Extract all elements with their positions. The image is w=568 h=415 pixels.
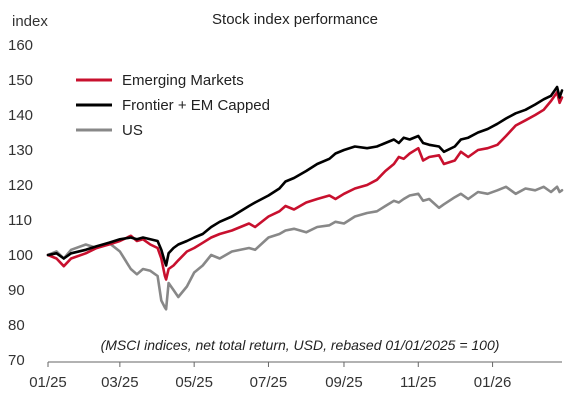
y-tick-label: 150 xyxy=(8,72,33,89)
y-axis-ticks: 70 80 90 100 110 120 130 140 150 160 xyxy=(8,37,33,369)
series-lines xyxy=(46,85,564,311)
x-tick-label: 01/25 xyxy=(29,374,67,391)
x-tick-label: 09/25 xyxy=(325,374,363,391)
legend-label-frontier-em-capped: Frontier + EM Capped xyxy=(122,97,270,114)
x-tick-label: 01/26 xyxy=(474,374,512,391)
y-tick-label: 160 xyxy=(8,37,33,54)
legend: Emerging Markets Frontier + EM Capped US xyxy=(76,72,270,139)
y-tick-label: 100 xyxy=(8,247,33,264)
x-tick-label: 07/25 xyxy=(250,374,288,391)
y-tick-label: 140 xyxy=(8,107,33,124)
y-tick-label: 70 xyxy=(8,352,25,369)
y-tick-label: 90 xyxy=(8,282,25,299)
x-tick-label: 11/25 xyxy=(400,374,436,391)
y-tick-label: 120 xyxy=(8,177,33,194)
legend-label-emerging-markets: Emerging Markets xyxy=(122,72,244,89)
series-line-emerging-markets xyxy=(46,91,564,281)
y-tick-label: 110 xyxy=(8,212,32,229)
chart-title: Stock index performance xyxy=(212,11,378,28)
y-tick-label: 130 xyxy=(8,142,33,159)
chart-annotation: (MSCI indices, net total return, USD, re… xyxy=(101,337,500,353)
x-tick-label: 03/25 xyxy=(101,374,139,391)
y-tick-label: 80 xyxy=(8,317,25,334)
x-axis-ticks: 01/25 03/25 05/25 07/25 09/25 11/25 01/26 xyxy=(29,362,511,391)
legend-label-us: US xyxy=(122,122,143,139)
x-tick-label: 05/25 xyxy=(175,374,213,391)
y-axis-label: index xyxy=(12,13,48,30)
series-line-frontier-em-capped xyxy=(46,85,564,267)
series-line-us xyxy=(46,185,564,311)
